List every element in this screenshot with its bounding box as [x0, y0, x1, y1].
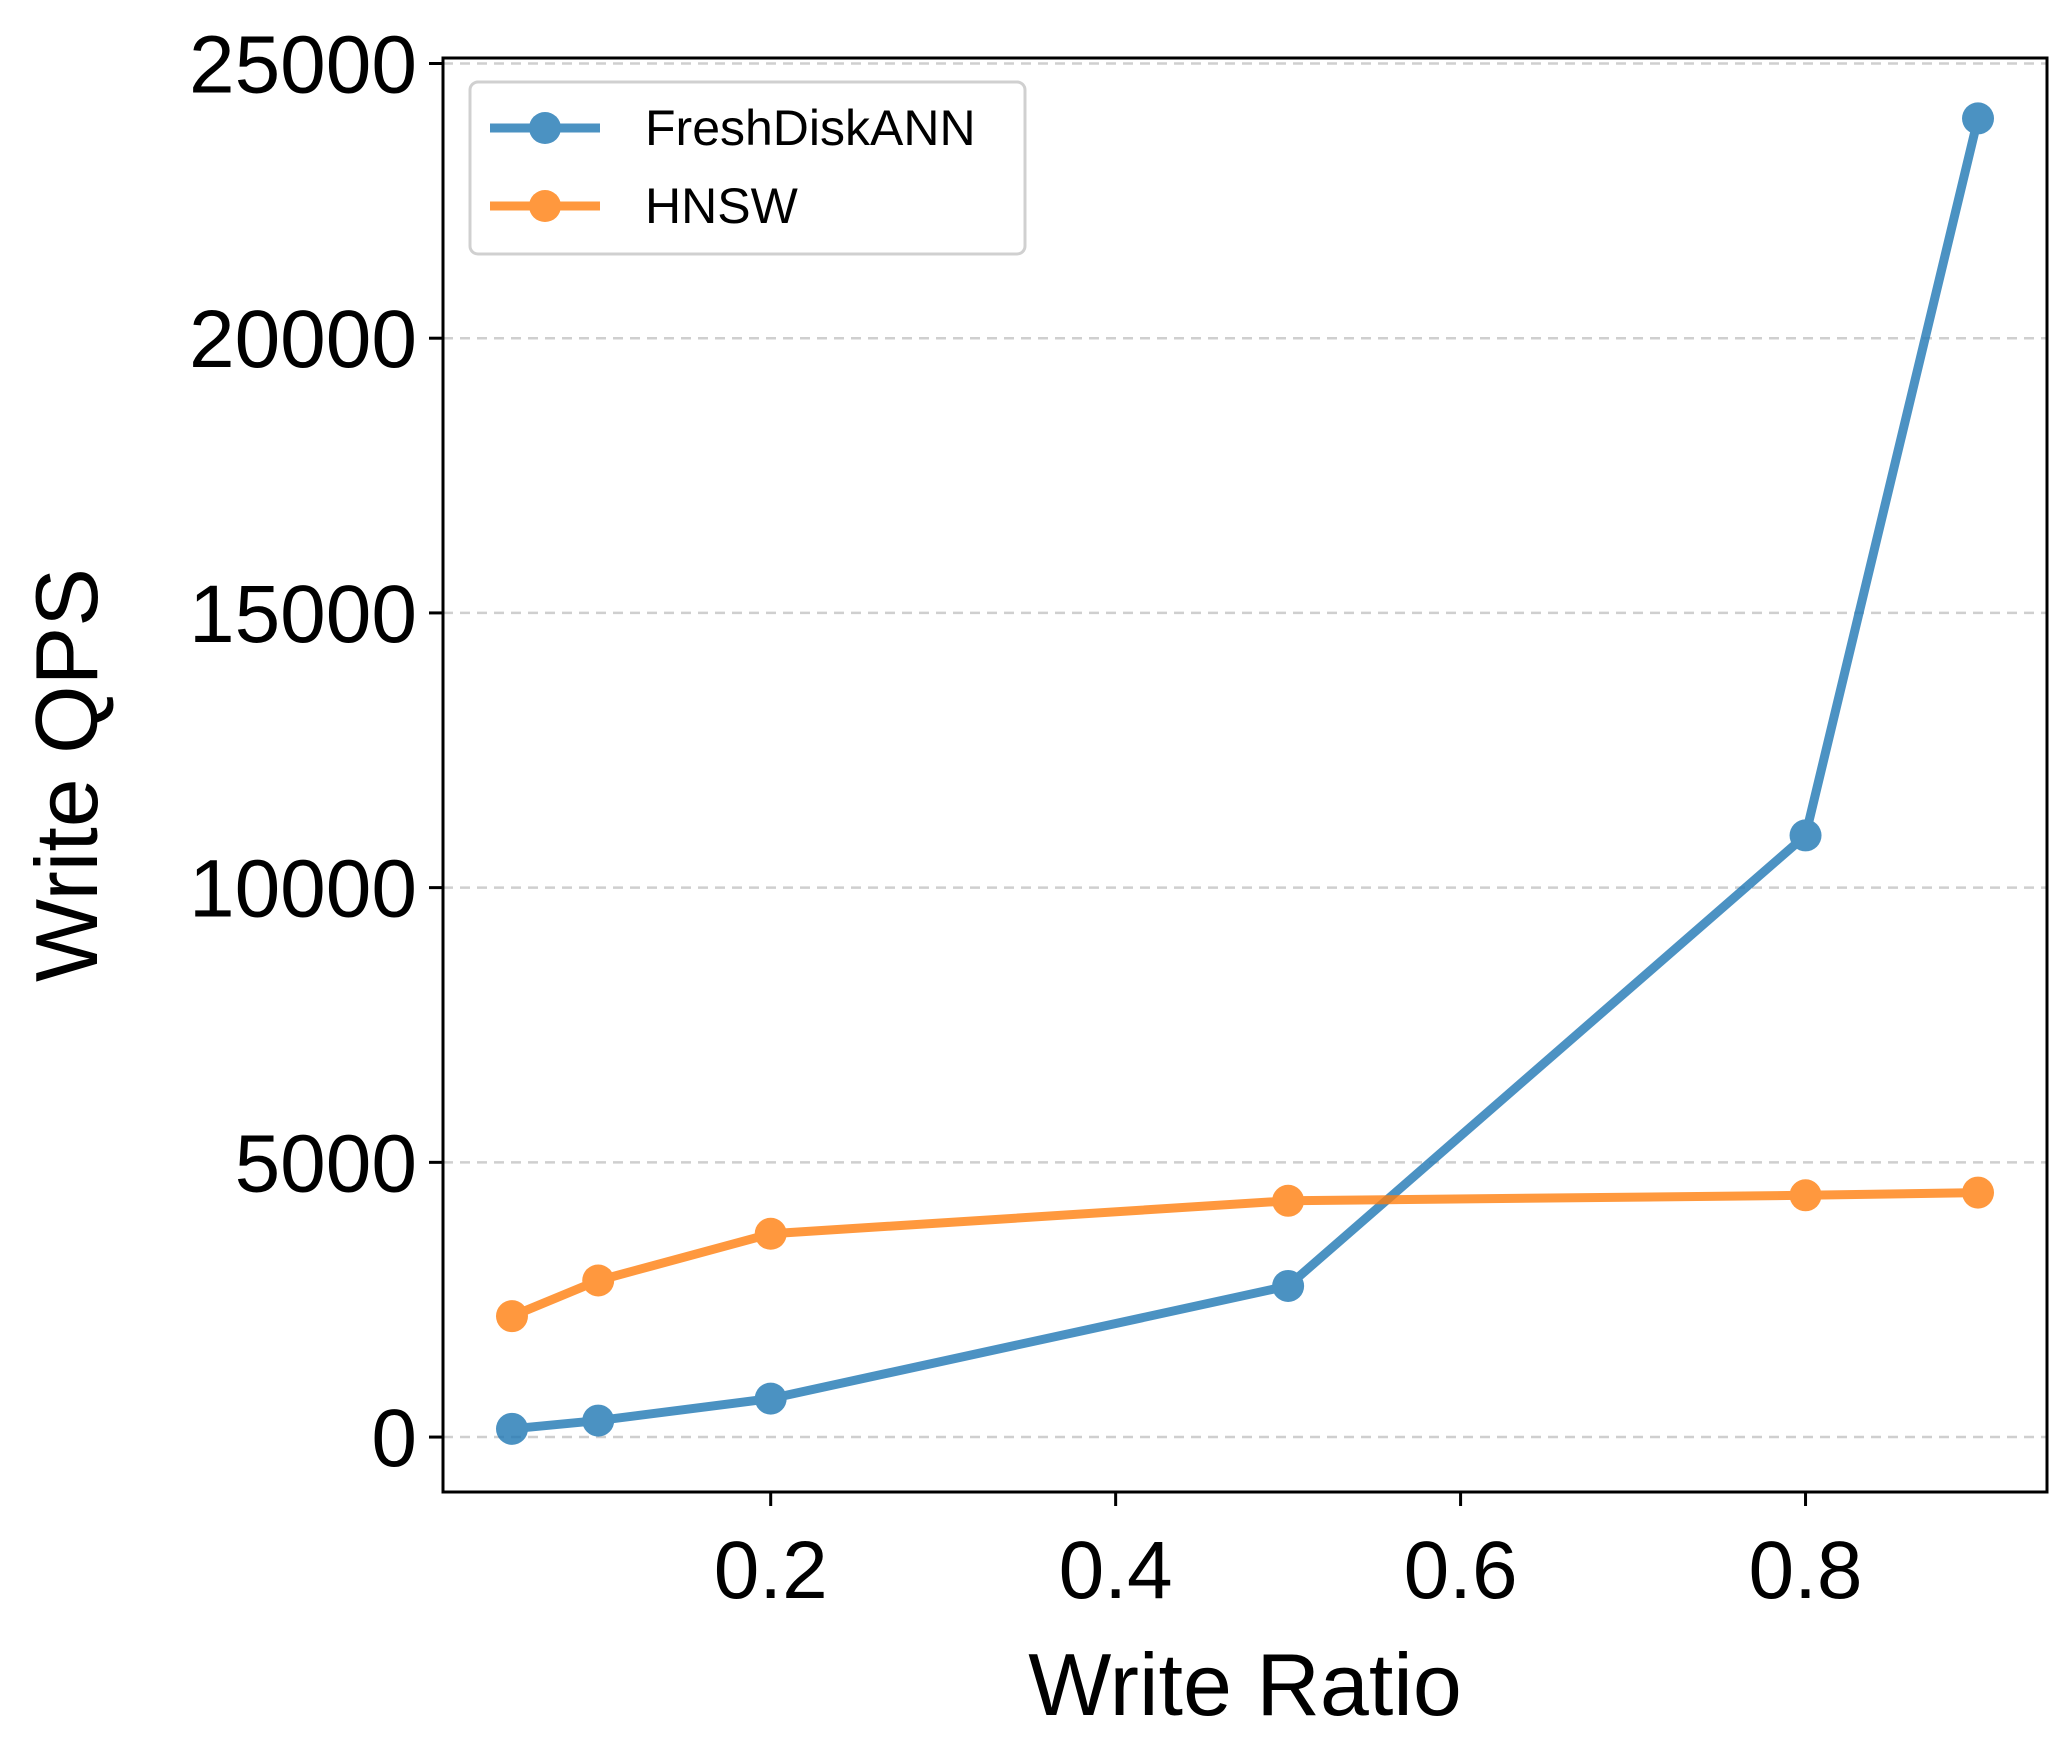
legend: FreshDiskANN HNSW: [468, 80, 1027, 256]
data-point: [754, 1217, 787, 1250]
x-tick-label: 0.2: [714, 1525, 828, 1616]
y-tick-label: 15000: [189, 569, 417, 660]
y-tick-label: 0: [371, 1393, 417, 1484]
data-point: [1789, 819, 1822, 852]
data-point: [495, 1412, 528, 1445]
x-axis-title: Write Ratio: [1028, 1635, 1462, 1734]
data-point: [1272, 1184, 1305, 1217]
y-axis-title: Write QPS: [17, 568, 116, 982]
series-freshdiskann: [495, 102, 1995, 1445]
x-axis: 0.2 0.4 0.6 0.8: [714, 1492, 1863, 1616]
legend-box: [468, 80, 1027, 256]
legend-label: FreshDiskANN: [645, 100, 976, 156]
data-point: [495, 1300, 528, 1333]
series-line: [507, 113, 1983, 1434]
data-point: [1789, 1179, 1822, 1212]
data-point: [582, 1264, 615, 1297]
data-point: [1962, 1176, 1995, 1209]
y-tick-label: 10000: [189, 844, 417, 935]
legend-marker: [529, 112, 561, 144]
data-point: [1272, 1269, 1305, 1302]
y-tick-label: 25000: [189, 19, 417, 110]
series-layer: [495, 102, 1995, 1445]
y-axis: 0 5000 10000 15000 20000 25000: [189, 19, 443, 1484]
legend-item: [490, 112, 600, 144]
legend-label: HNSW: [645, 178, 799, 234]
legend-marker: [529, 190, 561, 222]
data-point: [582, 1404, 615, 1437]
legend-item: [490, 190, 600, 222]
y-tick-label: 5000: [235, 1118, 417, 1209]
data-point: [1962, 102, 1995, 135]
x-tick-label: 0.4: [1059, 1525, 1173, 1616]
x-tick-label: 0.6: [1404, 1525, 1518, 1616]
series-hnsw: [495, 1176, 1995, 1333]
x-tick-label: 0.8: [1749, 1525, 1863, 1616]
y-tick-label: 20000: [189, 294, 417, 385]
data-point: [754, 1382, 787, 1415]
plot-frame: [441, 56, 2049, 1494]
grid-lines: [443, 62, 2047, 1439]
